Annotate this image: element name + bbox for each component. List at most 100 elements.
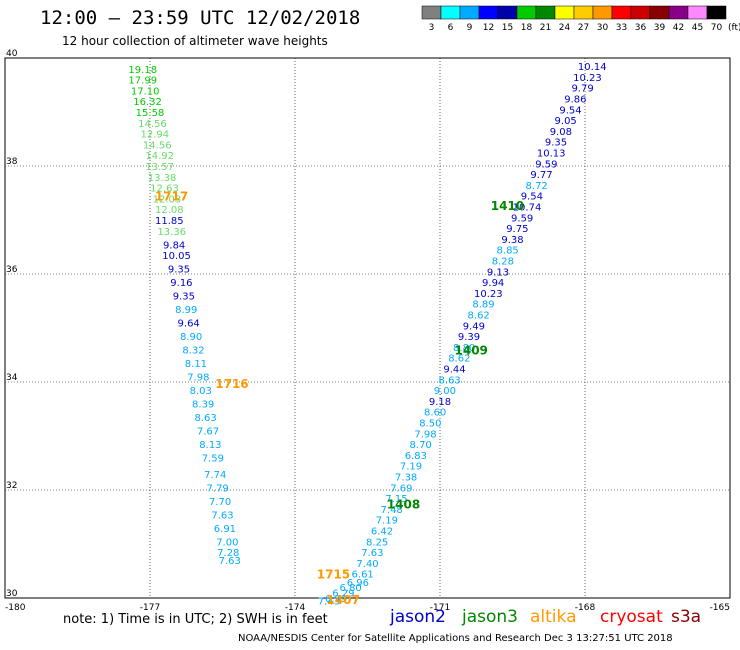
- wave-height-value: 12.94: [141, 130, 170, 141]
- wave-height-value: 9.86: [564, 95, 586, 106]
- wave-height-value: 9.35: [173, 292, 195, 303]
- wave-height-value: 9.35: [168, 265, 190, 276]
- wave-height-value: 8.89: [472, 300, 494, 311]
- wave-height-value: 7.63: [211, 510, 233, 521]
- scale-value-label: 21: [540, 23, 551, 33]
- latitude-tick-label: 30: [6, 589, 18, 599]
- wave-height-value: 14.92: [145, 151, 174, 162]
- longitude-tick-label: -165: [710, 603, 730, 613]
- track-label: 1715: [317, 568, 350, 582]
- scale-value-label: 15: [502, 23, 513, 33]
- longitude-tick-label: -168: [575, 603, 596, 613]
- wave-height-value: 7.48: [381, 505, 403, 516]
- wave-height-value: 12.63: [150, 184, 179, 195]
- legend-jason3: jason3: [462, 607, 518, 627]
- wave-height-value: 8.25: [366, 537, 388, 548]
- wave-height-value: 8.70: [410, 440, 432, 451]
- legend-altika: altika: [530, 607, 577, 627]
- wave-height-value: 7.15: [385, 494, 407, 505]
- latitude-tick-label: 40: [6, 49, 18, 59]
- wave-height-value: 9.18: [429, 397, 451, 408]
- wave-height-value: 9.44: [443, 365, 465, 376]
- track-label: 1409: [455, 344, 488, 358]
- longitude-tick-labels: -180 -177 -174 -171 -168 -165: [5, 603, 730, 613]
- wave-height-value: 10.13: [537, 149, 566, 160]
- wave-height-value: 9.64: [178, 319, 200, 330]
- wave-height-value: 7.67: [197, 427, 219, 438]
- scale-swatch: [421, 5, 442, 20]
- scale-swatch: [478, 5, 499, 20]
- scale-swatch: [706, 5, 727, 20]
- page-title: 12:00 — 23:59 UTC 12/02/2018: [40, 7, 361, 29]
- wave-height-value: 8.50: [419, 419, 441, 430]
- scale-swatch: [630, 5, 651, 20]
- wave-height-value: 9.59: [511, 213, 533, 224]
- wave-height-value: 6.42: [371, 527, 393, 538]
- track-labels: 1717 1716 1715 1407 1410 1409 1408: [155, 190, 524, 607]
- latitude-tick-labels: 40 38 36 34 32 30: [6, 49, 18, 599]
- wave-height-value: 14.56: [143, 140, 172, 151]
- wave-height-value: 9.77: [530, 170, 552, 181]
- scale-swatch: [459, 5, 480, 20]
- wave-height-value: 11.85: [155, 216, 184, 227]
- wave-height-value: 7.98: [187, 373, 209, 384]
- scale-value-label: 9: [467, 23, 473, 33]
- scale-value-label: 70: [711, 23, 723, 33]
- wave-height-value: 8.11: [185, 359, 207, 370]
- wave-height-value: 7.63: [219, 556, 241, 567]
- latitude-tick-label: 38: [6, 157, 18, 167]
- wave-height-value: 9.08: [550, 127, 572, 138]
- wave-height-value: 8.63: [439, 375, 461, 386]
- wave-height-value: 7.70: [209, 497, 231, 508]
- wave-height-value: 8.90: [180, 332, 202, 343]
- legend-jason2: jason2: [390, 607, 446, 627]
- wave-height-value: 9.05: [555, 116, 577, 127]
- wave-height-value: 8.60: [424, 408, 446, 419]
- wave-height-value: 7.19: [400, 462, 422, 473]
- wave-height-value: 7.40: [356, 559, 378, 570]
- wave-height-value: 8.99: [175, 305, 197, 316]
- scale-swatch: [554, 5, 575, 20]
- wave-height-value: 8.28: [492, 257, 514, 268]
- wave-height-value: 7.63: [361, 548, 383, 559]
- legend-s3a: s3a: [671, 607, 702, 627]
- wave-height-value: 6.83: [405, 451, 427, 462]
- latitude-tick-label: 36: [6, 265, 18, 275]
- wave-height-value: 6.29: [332, 589, 354, 600]
- wave-height-value: 6.91: [214, 524, 236, 535]
- wave-height-value: 9.00: [434, 386, 456, 397]
- page-subtitle: 12 hour collection of altimeter wave hei…: [62, 34, 328, 48]
- wave-height-value: 10.74: [513, 203, 542, 214]
- wave-height-value: 9.35: [545, 138, 567, 149]
- wave-height-value: 7.19: [376, 516, 398, 527]
- track-label: 1410: [491, 199, 524, 213]
- scale-value-label: 24: [559, 23, 571, 33]
- wave-height-value: 6.96: [347, 578, 369, 589]
- credit-line: NOAA/NESDIS Center for Satellite Applica…: [238, 633, 673, 644]
- scale-value-label: 39: [654, 23, 666, 33]
- wave-height-value: 10.23: [474, 289, 503, 300]
- scale-swatch: [516, 5, 537, 20]
- scale-swatch: [440, 5, 461, 20]
- latitude-tick-label: 34: [6, 373, 18, 383]
- wave-height-value: 12.08: [155, 205, 184, 216]
- wave-height-value: 7.74: [204, 470, 226, 481]
- wave-height-value: 8.62: [448, 354, 470, 365]
- wave-height-value: 8.39: [192, 400, 214, 411]
- legend-cryosat: cryosat: [600, 607, 663, 627]
- scale-value-label: 6: [448, 23, 454, 33]
- wave-height-value: 19.18: [128, 65, 157, 76]
- wave-height-value: 8.72: [526, 181, 548, 192]
- longitude-tick-label: -174: [285, 603, 306, 613]
- scale-unit-label: (ft): [728, 23, 740, 33]
- wave-height-value: 14.56: [138, 119, 167, 130]
- scale-swatch: [535, 5, 556, 20]
- longitude-tick-label: -180: [5, 603, 26, 613]
- footer-note: note: 1) Time is in UTC; 2) SWH is in fe…: [63, 612, 328, 627]
- wave-height-value: 9.79: [571, 84, 593, 95]
- wave-height-value: 9.13: [487, 267, 509, 278]
- longitude-tick-label: -177: [140, 603, 160, 613]
- wave-height-value: 6.99: [325, 594, 347, 605]
- wave-height-value: 7.98: [414, 429, 436, 440]
